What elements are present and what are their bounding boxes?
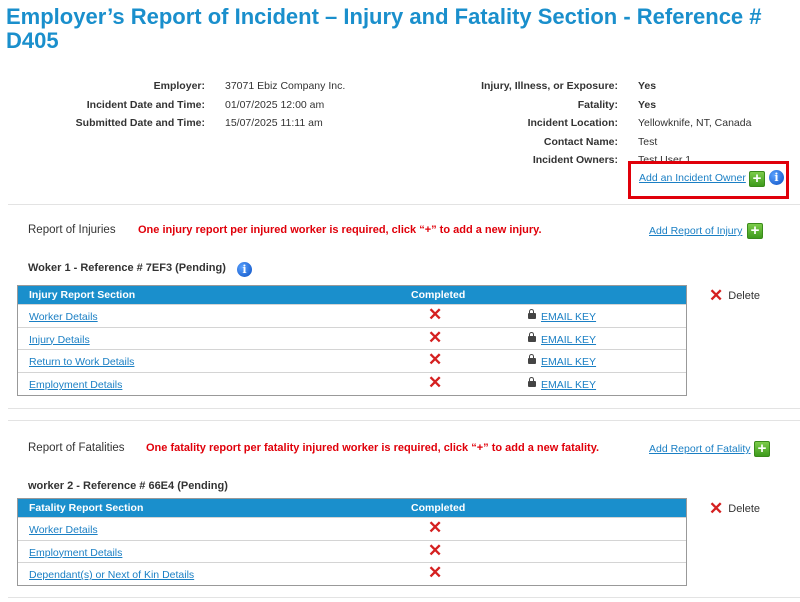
table-row: Worker Details ✕ xyxy=(18,517,686,540)
info-row-employer: Employer: 37071 Ebiz Company Inc. xyxy=(20,77,346,96)
info-label: Incident Owners: xyxy=(532,154,618,167)
table-row: Worker Details ✕ EMAIL KEY xyxy=(18,304,686,327)
owner-info-icon[interactable]: i xyxy=(769,170,784,185)
dependants-next-of-kin-link[interactable]: Dependant(s) or Next of Kin Details xyxy=(29,569,195,582)
injury-report-table: Injury Report Section Completed Worker D… xyxy=(17,285,687,396)
info-row-submitted-date: Submitted Date and Time: 15/07/2025 11:1… xyxy=(20,114,345,133)
injury-worker-info-icon[interactable]: i xyxy=(237,262,252,277)
column-header-completed: Completed xyxy=(411,289,466,301)
email-key-link[interactable]: EMAIL KEY xyxy=(541,379,597,392)
divider xyxy=(8,420,800,421)
delete-label: Delete xyxy=(728,502,761,515)
incident-info-left: Employer: 37071 Ebiz Company Inc. Incide… xyxy=(20,77,346,133)
delete-x-icon: ✕ xyxy=(709,499,724,518)
add-report-of-fatality-link[interactable]: Add Report of Fatality xyxy=(649,443,751,455)
table-row: Dependant(s) or Next of Kin Details ✕ xyxy=(18,562,686,585)
add-owner-plus-icon[interactable]: + xyxy=(749,171,765,187)
table-header: Fatality Report Section Completed xyxy=(18,499,686,517)
incomplete-x-icon: ✕ xyxy=(428,518,443,537)
lock-icon xyxy=(528,309,536,321)
fatality-employment-details-link[interactable]: Employment Details xyxy=(29,546,123,559)
delete-label: Delete xyxy=(728,289,761,302)
incomplete-x-icon: ✕ xyxy=(428,540,443,560)
fatality-report-table: Fatality Report Section Completed Worker… xyxy=(17,498,687,587)
incomplete-x-icon: ✕ xyxy=(428,563,443,583)
info-value: Yes xyxy=(638,80,657,93)
info-label: Incident Date and Time: xyxy=(86,98,205,111)
column-header-section: Fatality Report Section xyxy=(29,502,144,514)
delete-x-icon: ✕ xyxy=(709,286,724,305)
injury-worker-heading: Woker 1 - Reference # 7EF3 (Pending) xyxy=(28,262,226,274)
lock-icon xyxy=(528,331,536,344)
add-report-of-injury-link[interactable]: Add Report of Injury xyxy=(649,225,743,237)
info-label: Fatality: xyxy=(577,98,618,111)
email-key-link[interactable]: EMAIL KEY xyxy=(541,333,597,346)
incident-info-right: Injury, Illness, or Exposure: Yes Fatali… xyxy=(410,77,751,170)
info-row-injury-illness: Injury, Illness, or Exposure: Yes xyxy=(410,77,751,96)
injuries-warning: One injury report per injured worker is … xyxy=(138,224,542,236)
info-label: Contact Name: xyxy=(543,135,618,148)
employment-details-link[interactable]: Employment Details xyxy=(29,379,123,392)
delete-injury-button[interactable]: ✕ Delete xyxy=(709,286,761,305)
incomplete-x-icon: ✕ xyxy=(428,305,443,324)
incomplete-x-icon: ✕ xyxy=(428,373,443,393)
table-row: Employment Details ✕ xyxy=(18,539,686,563)
column-header-completed: Completed xyxy=(411,502,466,514)
lock-icon xyxy=(528,354,536,366)
injury-details-link[interactable]: Injury Details xyxy=(29,333,90,346)
info-row-location: Incident Location: Yellowknife, NT, Cana… xyxy=(410,114,752,133)
incomplete-x-icon: ✕ xyxy=(428,327,443,347)
info-row-incident-date: Incident Date and Time: 01/07/2025 12:00… xyxy=(20,96,345,115)
table-row: Employment Details ✕ EMAIL KEY xyxy=(18,372,686,395)
page-title: Employer’s Report of Incident – Injury a… xyxy=(6,4,762,53)
divider xyxy=(8,204,800,205)
email-key-link[interactable]: EMAIL KEY xyxy=(541,311,597,323)
fatality-worker-details-link[interactable]: Worker Details xyxy=(29,524,98,536)
delete-fatality-button[interactable]: ✕ Delete xyxy=(709,499,761,518)
column-header-section: Injury Report Section xyxy=(29,289,136,301)
table-row: Injury Details ✕ EMAIL KEY xyxy=(18,326,686,350)
email-key[interactable]: EMAIL KEY xyxy=(528,354,597,369)
info-row-fatality: Fatality: Yes xyxy=(410,96,751,115)
info-value: 01/07/2025 12:00 am xyxy=(225,98,325,111)
lock-icon xyxy=(528,377,536,389)
add-injury-plus-icon[interactable]: + xyxy=(747,223,763,239)
add-fatality-plus-icon[interactable]: + xyxy=(754,441,770,457)
divider xyxy=(8,408,800,409)
add-owner-highlight-box xyxy=(628,161,789,199)
info-value: Test xyxy=(638,135,658,148)
return-to-work-details-link[interactable]: Return to Work Details xyxy=(29,356,135,369)
fatality-worker-heading: worker 2 - Reference # 66E4 (Pending) xyxy=(28,480,228,492)
info-label: Incident Location: xyxy=(527,117,618,130)
injuries-section-title: Report of Injuries xyxy=(28,224,116,236)
email-key[interactable]: EMAIL KEY xyxy=(528,309,597,323)
email-key[interactable]: EMAIL KEY xyxy=(528,331,597,346)
fatalities-section-title: Report of Fatalities xyxy=(28,442,125,454)
worker-details-link[interactable]: Worker Details xyxy=(29,311,98,323)
fatalities-warning: One fatality report per fatality injured… xyxy=(146,442,600,454)
info-label: Injury, Illness, or Exposure: xyxy=(481,80,618,93)
info-value: Yes xyxy=(638,98,657,111)
add-incident-owner-link[interactable]: Add an Incident Owner xyxy=(639,172,746,184)
email-key[interactable]: EMAIL KEY xyxy=(528,377,597,392)
info-label: Submitted Date and Time: xyxy=(75,117,205,130)
info-row-contact: Contact Name: Test xyxy=(410,133,751,152)
info-label: Employer: xyxy=(153,80,205,93)
table-header: Injury Report Section Completed xyxy=(18,286,686,304)
email-key-link[interactable]: EMAIL KEY xyxy=(541,356,597,369)
info-value: 37071 Ebiz Company Inc. xyxy=(225,80,346,93)
info-value: Yellowknife, NT, Canada xyxy=(638,117,752,130)
info-value: 15/07/2025 11:11 am xyxy=(225,117,323,130)
incomplete-x-icon: ✕ xyxy=(428,350,443,370)
table-row: Return to Work Details ✕ EMAIL KEY xyxy=(18,349,686,372)
divider xyxy=(8,597,800,598)
